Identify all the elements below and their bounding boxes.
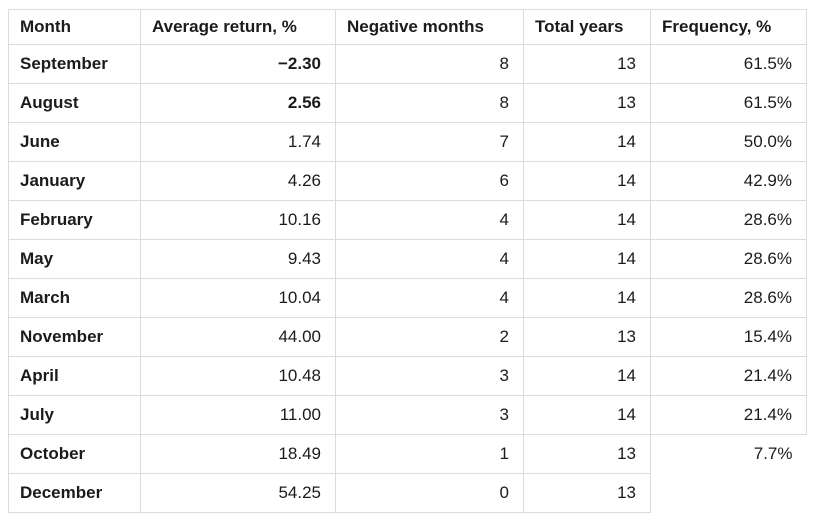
cell-total-years: 14 xyxy=(523,395,651,435)
cell-average-return: 54.25 xyxy=(140,473,336,513)
cell-negative-months: 8 xyxy=(335,83,524,123)
cell-month: April xyxy=(8,356,141,396)
cell-total-years: 14 xyxy=(523,161,651,201)
cell-average-return: 2.56 xyxy=(140,83,336,123)
cell-total-years: 13 xyxy=(523,317,651,357)
cell-frequency: 28.6% xyxy=(650,278,807,318)
cell-frequency: 21.4% xyxy=(650,395,807,435)
column-header-average-return: Average return, % xyxy=(140,9,336,45)
cell-negative-months: 0 xyxy=(335,473,524,513)
table-row: April 10.48 3 14 21.4% xyxy=(8,356,807,396)
cell-frequency: 21.4% xyxy=(650,356,807,396)
table-row: January 4.26 6 14 42.9% xyxy=(8,161,807,201)
cell-frequency: 42.9% xyxy=(650,161,807,201)
cell-total-years: 13 xyxy=(523,434,651,474)
cell-negative-months: 7 xyxy=(335,122,524,162)
cell-frequency: 7.7% xyxy=(650,434,807,513)
cell-total-years: 14 xyxy=(523,122,651,162)
cell-total-years: 13 xyxy=(523,44,651,84)
column-header-month: Month xyxy=(8,9,141,45)
cell-total-years: 13 xyxy=(523,473,651,513)
cell-frequency: 61.5% xyxy=(650,83,807,123)
monthly-returns-table: Month Average return, % Negative months … xyxy=(8,9,807,513)
cell-negative-months: 2 xyxy=(335,317,524,357)
cell-month: December xyxy=(8,473,141,513)
table-row: February 10.16 4 14 28.6% xyxy=(8,200,807,240)
cell-frequency: 28.6% xyxy=(650,239,807,279)
cell-average-return: −2.30 xyxy=(140,44,336,84)
cell-average-return: 18.49 xyxy=(140,434,336,474)
cell-negative-months: 4 xyxy=(335,239,524,279)
table-row: June 1.74 7 14 50.0% xyxy=(8,122,807,162)
cell-frequency: 28.6% xyxy=(650,200,807,240)
cell-month: September xyxy=(8,44,141,84)
table-row: July 11.00 3 14 21.4% xyxy=(8,395,807,435)
cell-average-return: 4.26 xyxy=(140,161,336,201)
cell-total-years: 13 xyxy=(523,83,651,123)
cell-month: November xyxy=(8,317,141,357)
cell-month: August xyxy=(8,83,141,123)
cell-negative-months: 6 xyxy=(335,161,524,201)
table-row: October 18.49 1 13 7.7% xyxy=(8,434,807,513)
cell-month: July xyxy=(8,395,141,435)
cell-negative-months: 3 xyxy=(335,395,524,435)
cell-average-return: 10.16 xyxy=(140,200,336,240)
cell-frequency: 61.5% xyxy=(650,44,807,84)
cell-total-years: 14 xyxy=(523,239,651,279)
header-row: Month Average return, % Negative months … xyxy=(8,9,807,45)
cell-average-return: 9.43 xyxy=(140,239,336,279)
table-row: September −2.30 8 13 61.5% xyxy=(8,44,807,84)
cell-total-years: 14 xyxy=(523,200,651,240)
cell-negative-months: 4 xyxy=(335,278,524,318)
cell-frequency: 50.0% xyxy=(650,122,807,162)
table-row: March 10.04 4 14 28.6% xyxy=(8,278,807,318)
cell-average-return: 44.00 xyxy=(140,317,336,357)
cell-frequency: 15.4% xyxy=(650,317,807,357)
cell-total-years: 14 xyxy=(523,356,651,396)
table-row: August 2.56 8 13 61.5% xyxy=(8,83,807,123)
table-row: May 9.43 4 14 28.6% xyxy=(8,239,807,279)
cell-month: February xyxy=(8,200,141,240)
cell-month: March xyxy=(8,278,141,318)
cell-average-return: 1.74 xyxy=(140,122,336,162)
column-header-total-years: Total years xyxy=(523,9,651,45)
cell-month: June xyxy=(8,122,141,162)
cell-negative-months: 8 xyxy=(335,44,524,84)
cell-month: January xyxy=(8,161,141,201)
cell-average-return: 11.00 xyxy=(140,395,336,435)
table-row: December 54.25 0 13 xyxy=(8,473,807,513)
cell-negative-months: 1 xyxy=(335,434,524,474)
cell-negative-months: 3 xyxy=(335,356,524,396)
cell-month: October xyxy=(8,434,141,474)
column-header-negative-months: Negative months xyxy=(335,9,524,45)
cell-average-return: 10.04 xyxy=(140,278,336,318)
table-row: November 44.00 2 13 15.4% xyxy=(8,317,807,357)
cell-negative-months: 4 xyxy=(335,200,524,240)
column-header-frequency: Frequency, % xyxy=(650,9,807,45)
cell-month: May xyxy=(8,239,141,279)
cell-total-years: 14 xyxy=(523,278,651,318)
cell-average-return: 10.48 xyxy=(140,356,336,396)
